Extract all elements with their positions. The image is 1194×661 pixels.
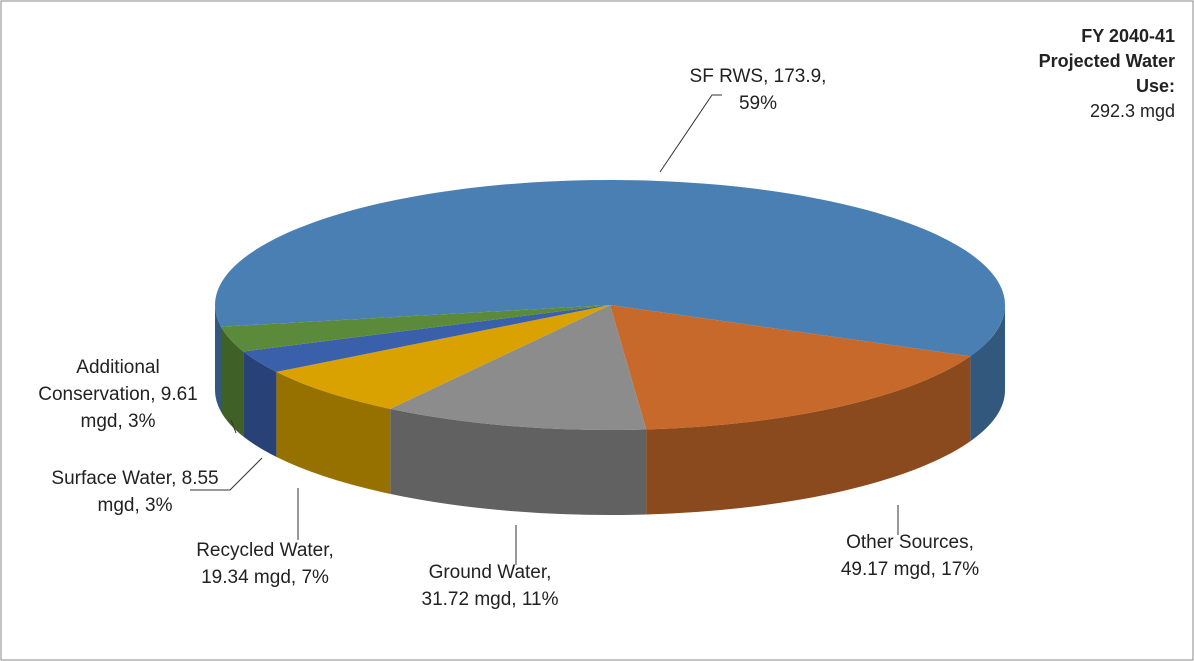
data-label-line: Conservation, 9.61 <box>38 384 198 405</box>
leader-line <box>230 419 237 434</box>
side-shade <box>390 408 647 515</box>
data-label-line: 59% <box>739 93 777 114</box>
pie-slice <box>214 180 1005 357</box>
data-label-line: Surface Water, 8.55 <box>51 468 218 489</box>
side-shade <box>646 356 971 515</box>
annotation-heading: FY 2040-41 <box>1081 26 1175 46</box>
pie-slice <box>610 305 971 430</box>
annotation-heading: Projected Water <box>1039 51 1175 71</box>
data-label: Recycled Water, 19.34 mgd, 7% <box>196 540 334 588</box>
pie-slice <box>221 305 611 352</box>
annotation-heading: Use: <box>1136 76 1175 96</box>
side-wall <box>970 305 1005 442</box>
data-label-line: Ground Water, <box>429 562 552 583</box>
side-wall <box>243 351 277 457</box>
data-label: Ground Water, 31.72 mgd, 11% <box>422 562 559 610</box>
leader-line <box>190 457 263 491</box>
side-shade <box>970 305 1005 442</box>
pie-slice <box>276 305 610 409</box>
side-shade <box>215 305 222 412</box>
pie-slice <box>390 305 647 430</box>
side-wall <box>646 356 971 515</box>
leader-line <box>659 94 722 173</box>
data-label: Surface Water, 8.55 mgd, 3% <box>51 468 218 516</box>
data-label: Other Sources, 49.17 mgd, 17% <box>841 532 979 580</box>
data-label-line: Additional <box>76 357 159 378</box>
data-label: Additional Conservation, 9.61 mgd, 3% <box>38 357 198 432</box>
annotation-text: 292.3 mgd <box>1090 101 1175 121</box>
data-label-line: Recycled Water, <box>196 540 334 561</box>
data-label-line: mgd, 3% <box>98 495 173 516</box>
side-shade <box>276 371 391 494</box>
side-wall <box>390 408 647 515</box>
data-label-line: 31.72 mgd, 11% <box>422 589 559 610</box>
data-label-line: 49.17 mgd, 17% <box>841 559 979 580</box>
data-label-line: Other Sources, <box>846 532 974 553</box>
side-wall <box>215 305 222 412</box>
side-shade <box>221 326 244 437</box>
side-shade <box>243 351 277 457</box>
side-wall <box>276 371 391 494</box>
data-label: SF RWS, 173.9, 59% <box>690 66 827 114</box>
pie-slice <box>243 305 610 372</box>
data-label-line: 19.34 mgd, 7% <box>201 567 329 588</box>
side-wall <box>221 326 244 437</box>
data-label-line: mgd, 3% <box>81 411 156 432</box>
data-label-line: SF RWS, 173.9, <box>690 66 827 87</box>
